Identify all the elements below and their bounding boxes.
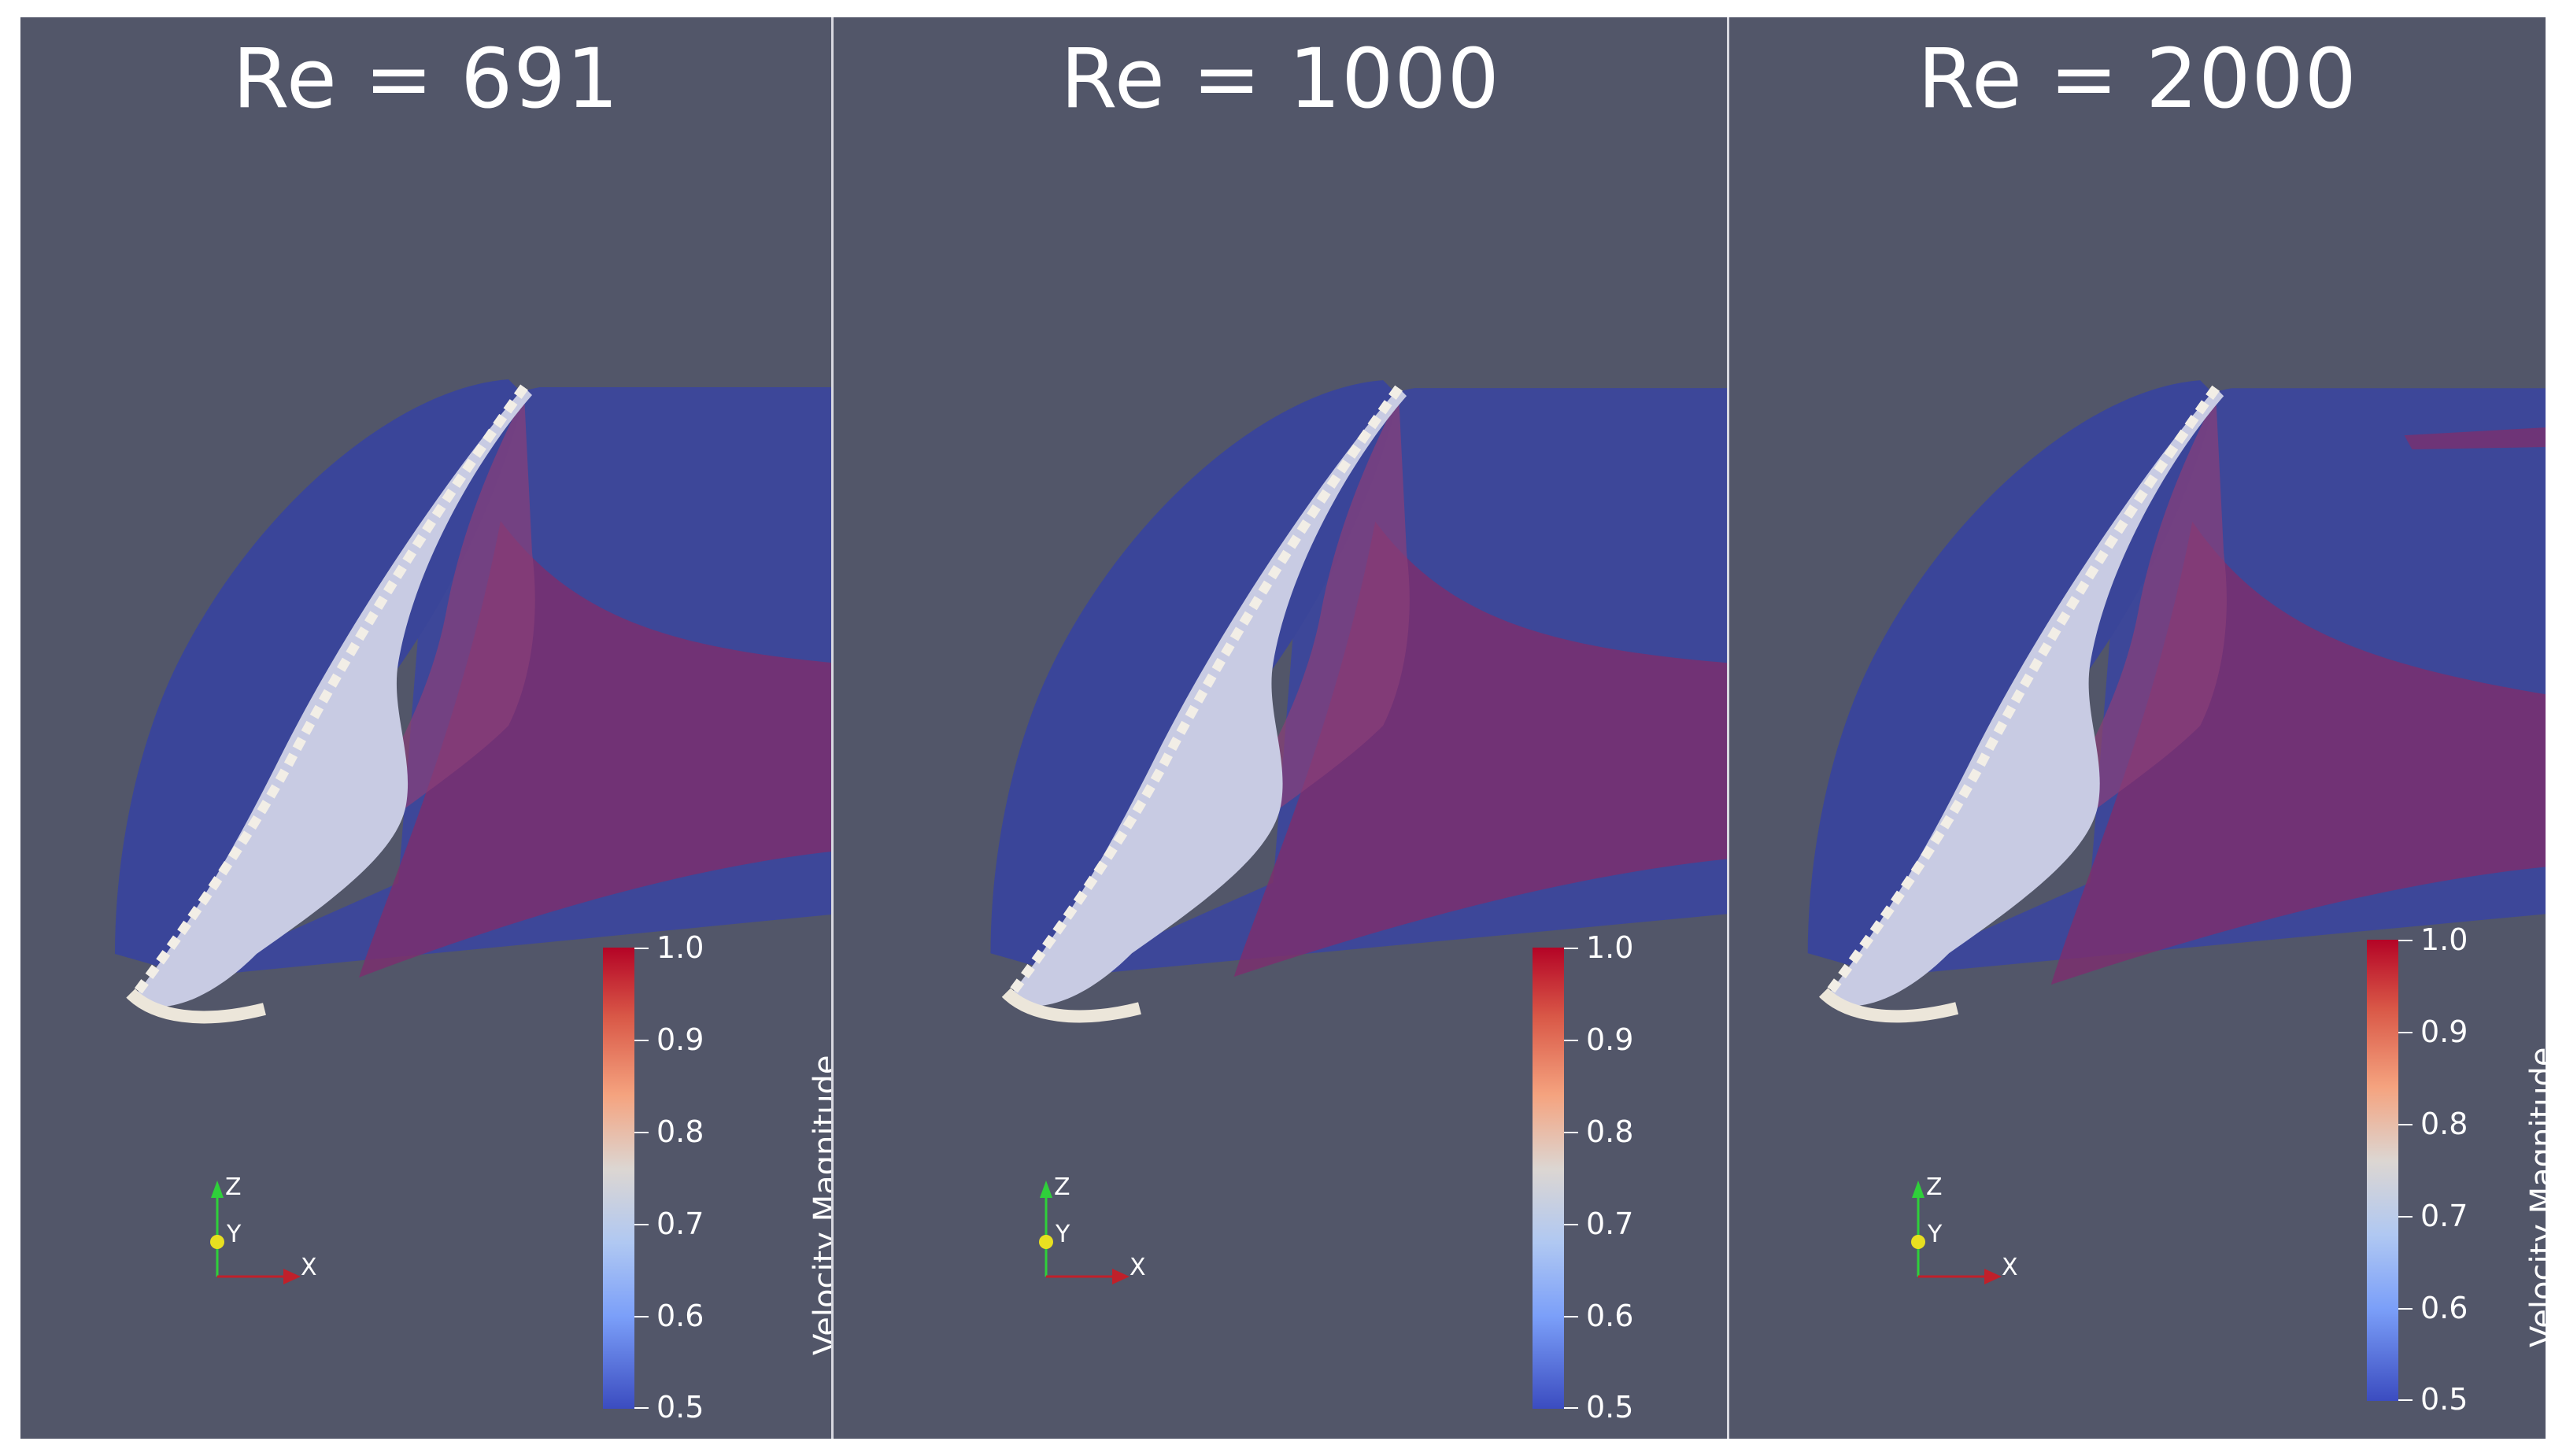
axis-y-label: Y (227, 1221, 242, 1248)
axis-z-label: Z (1926, 1173, 1943, 1201)
colorbar-tick-label: 0.5 (1586, 1390, 1634, 1425)
panel-re-691: Re = 691 1.0 0.9 0.8 0.7 0.6 0.5 Velocit… (20, 17, 831, 1439)
colorbar-tick (634, 1224, 649, 1225)
colorbar: 1.0 0.9 0.8 0.7 0.6 0.5 (2367, 924, 2468, 1415)
colorbar-tick (634, 948, 649, 949)
colorbar: 1.0 0.9 0.8 0.7 0.6 0.5 (603, 932, 704, 1423)
colorbar-tick (1564, 1224, 1578, 1225)
colorbar-tick (634, 1316, 649, 1317)
colorbar-tick-label: 0.9 (1586, 1022, 1634, 1057)
orientation-axes: Z Y X (186, 1174, 343, 1300)
panel-title: Re = 2000 (1917, 31, 2357, 127)
colorbar-tick-label: 0.9 (2420, 1014, 2468, 1049)
colorbar-tick (1564, 1132, 1578, 1133)
axis-x-label: X (2002, 1254, 2018, 1281)
colorbar-tick (634, 1407, 649, 1409)
colorbar-tick (1564, 1316, 1578, 1317)
panel-title: Re = 1000 (1060, 31, 1500, 127)
colorbar-tick-label: 0.7 (656, 1207, 704, 1241)
flow-render (990, 380, 1727, 1023)
colorbar-tick-label: 0.7 (1586, 1207, 1634, 1241)
colorbar-tick-label: 1.0 (656, 930, 704, 965)
flow-render (115, 379, 831, 1024)
colorbar-tick-label: 0.6 (656, 1299, 704, 1333)
colorbar-title: Velocity Magnitude (2524, 1047, 2546, 1347)
axis-x-label: X (301, 1254, 317, 1281)
colorbar-tick (1564, 1407, 1578, 1409)
colorbar-tick-label: 1.0 (2420, 922, 2468, 957)
axis-z-label: Z (1054, 1173, 1070, 1201)
flow-render (1807, 380, 2546, 1023)
colorbar: 1.0 0.9 0.8 0.7 0.6 0.5 (1533, 932, 1633, 1423)
colorbar-tick (2398, 1399, 2413, 1401)
colorbar-tick (2398, 1124, 2413, 1125)
panel-re-2000: Re = 2000 1.0 0.9 0.8 0.7 0.6 0.5 Veloci… (1727, 17, 2546, 1439)
colorbar-tick (2398, 1032, 2413, 1033)
colorbar-tick (2398, 940, 2413, 941)
colorbar-tick-label: 0.6 (1586, 1299, 1634, 1333)
colorbar-tick-label: 0.8 (656, 1114, 704, 1149)
colorbar-tick-label: 0.8 (2420, 1107, 2468, 1141)
colorbar-tick-label: 0.5 (656, 1390, 704, 1425)
colorbar-tick-label: 0.6 (2420, 1291, 2468, 1325)
axes-glyph (210, 1181, 301, 1284)
colorbar-tick-label: 1.0 (1586, 930, 1634, 965)
colorbar-gradient (2367, 940, 2398, 1401)
colorbar-tick-label: 0.5 (2420, 1382, 2468, 1417)
colorbar-title: Velocity Magnitude (808, 1055, 831, 1355)
colorbar-tick (634, 1132, 649, 1133)
axis-y-label: Y (1928, 1221, 1943, 1248)
colorbar-tick (634, 1040, 649, 1041)
colorbar-tick (1564, 1040, 1578, 1041)
axis-x-label: X (1130, 1254, 1146, 1281)
colorbar-tick-label: 0.7 (2420, 1199, 2468, 1233)
colorbar-gradient (603, 948, 634, 1409)
colorbar-tick (1564, 948, 1578, 949)
visualization-frame: Re = 691 1.0 0.9 0.8 0.7 0.6 0.5 Velocit… (20, 17, 2546, 1439)
orientation-axes: Z Y X (1887, 1174, 2044, 1300)
axes-glyph (1911, 1181, 2002, 1284)
axis-z-label: Z (225, 1173, 242, 1201)
colorbar-tick (2398, 1308, 2413, 1310)
colorbar-tick (2398, 1216, 2413, 1218)
axis-y-label: Y (1056, 1221, 1070, 1248)
colorbar-gradient (1533, 948, 1564, 1409)
panel-title: Re = 691 (232, 31, 619, 127)
panel-re-1000: Re = 1000 1.0 0.9 0.8 0.7 0.6 0.5 Veloci… (831, 17, 1727, 1439)
colorbar-tick-label: 0.9 (656, 1022, 704, 1057)
colorbar-tick-label: 0.8 (1586, 1114, 1634, 1149)
orientation-axes: Z Y X (1015, 1174, 1172, 1300)
axes-glyph (1039, 1181, 1130, 1284)
